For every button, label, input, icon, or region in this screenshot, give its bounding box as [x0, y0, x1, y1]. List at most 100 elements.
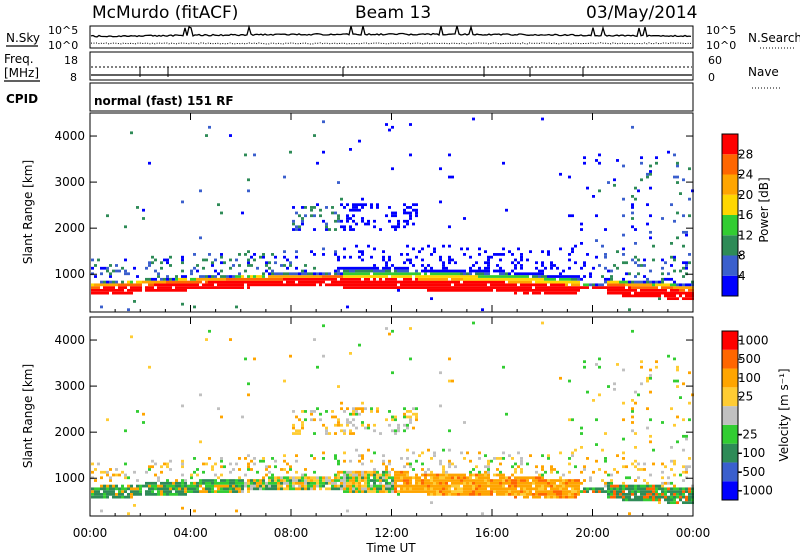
power-cell	[268, 266, 271, 270]
velocity-cell	[310, 454, 313, 458]
power-cell	[643, 286, 646, 289]
power-cell	[463, 272, 466, 276]
velocity-cell	[475, 479, 478, 482]
power-cell	[379, 269, 382, 273]
velocity-cell	[661, 495, 664, 499]
colorbar-tick-label: -1000	[738, 484, 773, 498]
power-cell	[595, 159, 598, 162]
power-cell	[580, 228, 583, 231]
power-cell	[478, 247, 481, 251]
velocity-cell	[421, 473, 424, 477]
power-cell	[376, 269, 379, 273]
power-cell	[640, 291, 643, 295]
power-cell	[91, 258, 94, 262]
power-cell	[430, 266, 433, 270]
velocity-cell	[523, 492, 526, 496]
velocity-cell	[559, 490, 562, 493]
velocity-cell	[571, 490, 574, 493]
power-cell	[511, 253, 514, 256]
power-cell	[634, 186, 637, 190]
velocity-cell	[97, 495, 100, 499]
velocity-cell	[445, 481, 448, 485]
velocity-cell	[199, 481, 202, 485]
colorbar-swatch	[722, 443, 738, 463]
power-cell	[325, 228, 328, 231]
power-cell	[151, 283, 154, 287]
power-cell	[556, 275, 559, 278]
velocity-cell	[388, 490, 391, 493]
velocity-cell	[436, 481, 439, 485]
velocity-cell	[376, 407, 379, 411]
power-cell	[589, 283, 592, 287]
velocity-cell	[415, 487, 418, 491]
power-cell	[100, 272, 103, 276]
velocity-cell	[583, 360, 586, 364]
power-cell	[190, 277, 193, 281]
velocity-cell	[511, 465, 514, 469]
velocity-cell	[265, 484, 268, 488]
velocity-cell	[454, 481, 457, 485]
power-cell	[526, 272, 529, 276]
power-cell	[166, 261, 169, 265]
power-cell	[382, 258, 385, 262]
velocity-cell	[295, 432, 298, 435]
velocity-cell	[373, 473, 376, 477]
power-cell	[247, 189, 250, 193]
velocity-cell	[469, 487, 472, 491]
power-cell	[253, 153, 256, 157]
power-cell	[367, 266, 370, 270]
velocity-cell	[613, 495, 616, 499]
power-cell	[244, 253, 247, 256]
velocity-cell	[382, 479, 385, 482]
velocity-cell	[526, 476, 529, 480]
power-cell	[343, 206, 346, 209]
power-cell	[424, 272, 427, 276]
velocity-cell	[391, 487, 394, 491]
power-cell	[355, 269, 358, 273]
power-cell	[133, 300, 136, 303]
velocity-cell	[415, 490, 418, 493]
velocity-cell	[484, 490, 487, 493]
power-cell	[148, 161, 151, 165]
velocity-cell	[517, 492, 520, 496]
velocity-cell	[616, 490, 619, 493]
velocity-cell	[274, 465, 277, 469]
power-cell	[535, 286, 538, 289]
power-cell	[508, 283, 511, 287]
power-cell	[355, 203, 358, 207]
power-cell	[355, 244, 358, 248]
power-cell	[532, 272, 535, 276]
power-cell	[478, 269, 481, 273]
power-cell	[352, 280, 355, 284]
power-cell	[484, 275, 487, 278]
velocity-cell	[568, 479, 571, 482]
velocity-cell	[319, 418, 322, 422]
power-cell	[655, 156, 658, 160]
power-cell	[580, 222, 583, 226]
power-cell	[436, 275, 439, 278]
power-cell	[328, 283, 331, 287]
velocity-cell	[262, 481, 265, 485]
velocity-cell	[337, 473, 340, 477]
power-cell	[646, 294, 649, 298]
velocity-cell	[583, 468, 586, 471]
power-cell	[442, 288, 445, 292]
power-cell	[649, 288, 652, 292]
velocity-cell	[607, 385, 610, 388]
velocity-cell	[292, 481, 295, 485]
power-cell	[373, 275, 376, 278]
velocity-cell	[274, 487, 277, 491]
velocity-cell	[91, 492, 94, 496]
velocity-cell	[367, 487, 370, 491]
power-cell	[559, 291, 562, 295]
velocity-cell	[586, 390, 589, 394]
velocity-cell	[148, 484, 151, 488]
power-cell	[649, 172, 652, 176]
velocity-cell	[643, 479, 646, 482]
power-cell	[409, 277, 412, 281]
power-cell	[349, 228, 352, 231]
power-cell	[523, 272, 526, 276]
power-cell	[244, 153, 247, 157]
power-cell	[391, 272, 394, 276]
power-cell	[559, 275, 562, 278]
